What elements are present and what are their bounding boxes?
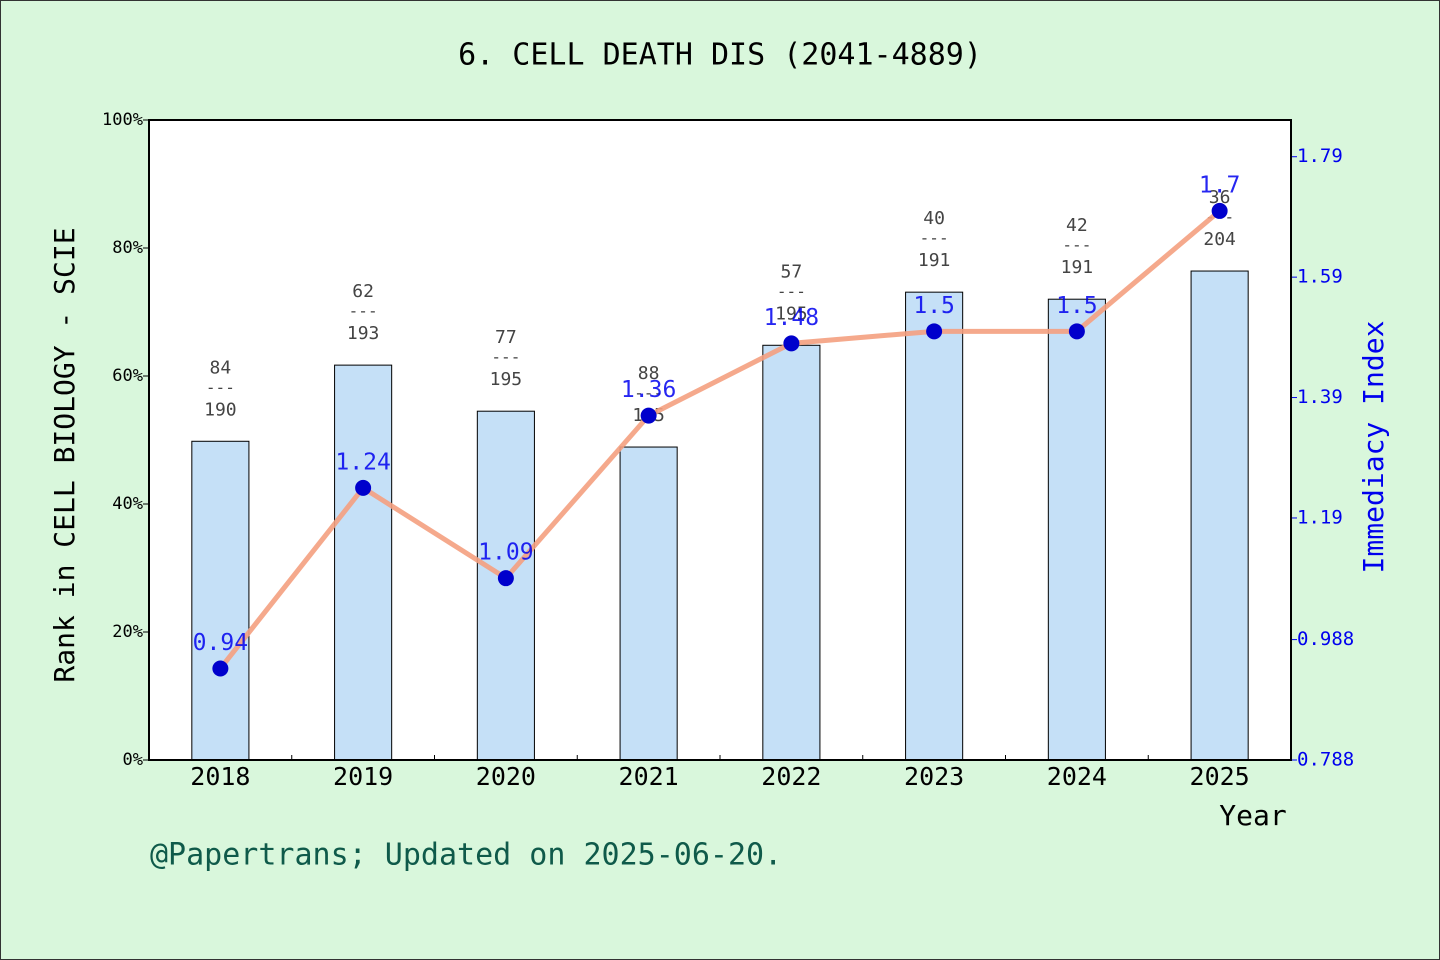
y-tick-label: 20% [112, 622, 143, 642]
x-tick-label: 2019 [333, 762, 393, 791]
bar [191, 440, 250, 761]
total-label: 195 [490, 369, 523, 390]
line-point [212, 660, 229, 677]
y-tick-label: 100% [102, 110, 143, 130]
x-tick-label: 2024 [1047, 762, 1107, 791]
rank-label: 77 [495, 327, 517, 348]
value-label: 1.09 [478, 540, 533, 566]
x-tick-label: 2025 [1190, 762, 1250, 791]
bar [334, 364, 393, 761]
line-point [497, 570, 514, 587]
line [218, 209, 1222, 671]
chart-title: 6. CELL DEATH DIS (2041-4889) [458, 38, 982, 73]
bar [905, 291, 964, 761]
value-label: 1.36 [621, 377, 676, 403]
value-label: 0.94 [193, 630, 248, 656]
bar [619, 446, 678, 761]
rank-label: 36 [1209, 187, 1231, 208]
y-tick-label: 60% [112, 366, 143, 386]
rank-label: 88 [638, 363, 660, 384]
footer: @Papertrans; Updated on 2025-06-20. [150, 838, 782, 873]
rank-separator: --- [777, 282, 806, 301]
y2-axis-label: Immediacy Index [1357, 321, 1390, 574]
x-tick-label: 2021 [619, 762, 679, 791]
bar [1190, 270, 1249, 761]
total-label: 195 [775, 303, 808, 324]
rank-label: 57 [781, 261, 803, 282]
y2-tick-label: 1.59 [1297, 266, 1343, 288]
y-axis-label: Rank in CELL BIOLOGY - SCIE [48, 227, 81, 682]
y-tick-label: 80% [112, 238, 143, 258]
y2-tick-label: 0.788 [1297, 749, 1354, 771]
plot-border [148, 119, 1292, 761]
y2-tick-label: 1.79 [1297, 145, 1343, 167]
rank-separator: --- [491, 348, 520, 367]
y2-tick-label: 1.19 [1297, 506, 1343, 528]
x-tick-label: 2018 [190, 762, 250, 791]
x-tick-label: 2023 [904, 762, 964, 791]
bar [1047, 298, 1106, 761]
y2-tick-label: 1.39 [1297, 386, 1343, 408]
total-label: 193 [347, 323, 380, 344]
line-point [926, 323, 943, 340]
rank-label: 84 [210, 357, 232, 378]
total-label: 204 [1203, 229, 1236, 250]
value-label: 1.7 [1199, 172, 1241, 198]
line-point [783, 335, 800, 352]
rank-label: 40 [923, 208, 945, 229]
x-tick-label: 2022 [761, 762, 821, 791]
rank-separator: --- [920, 229, 949, 248]
rank-separator: --- [634, 384, 663, 403]
line-point [1211, 202, 1228, 219]
value-label: 1.24 [335, 449, 390, 475]
line-point [355, 479, 372, 496]
rank-label: 42 [1066, 215, 1088, 236]
bar [762, 344, 821, 761]
rank-separator: --- [1062, 236, 1091, 255]
value-label: 1.48 [764, 305, 819, 331]
total-label: 191 [1061, 257, 1094, 278]
value-label: 1.5 [1056, 293, 1098, 319]
y2-tick-label: 0.988 [1297, 628, 1354, 650]
x-tick-label: 2020 [476, 762, 536, 791]
x-axis-label: Year [1219, 799, 1286, 832]
y-tick-label: 40% [112, 494, 143, 514]
rank-label: 62 [352, 281, 374, 302]
line-point [1068, 323, 1085, 340]
y-tick-label: 0% [123, 750, 143, 770]
rank-separator: --- [206, 378, 235, 397]
rank-separator: --- [349, 302, 378, 321]
plot-area [149, 120, 1291, 760]
value-label: 1.5 [913, 293, 955, 319]
total-label: 190 [204, 399, 237, 420]
total-label: 191 [918, 250, 951, 271]
line-point [640, 407, 657, 424]
